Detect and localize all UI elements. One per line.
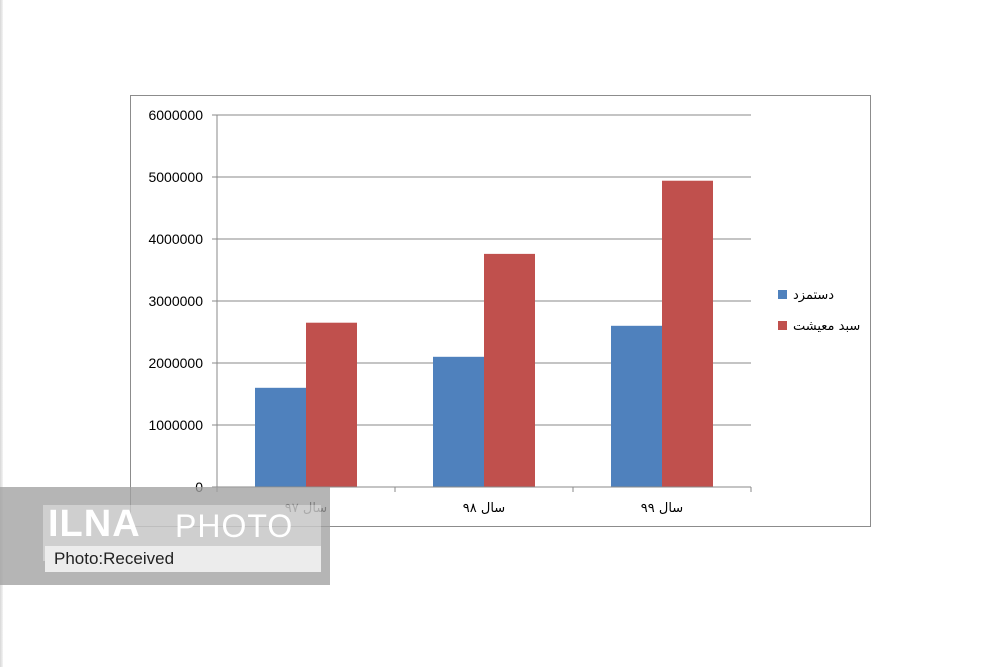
x-tick-label: سال ۹۹ (641, 501, 683, 516)
chart-frame: 0100000020000003000000400000050000006000… (130, 95, 871, 527)
legend-swatch (778, 290, 787, 299)
y-tick-label: 5000000 (148, 169, 203, 185)
y-tick-label: 4000000 (148, 231, 203, 247)
bar (611, 325, 662, 487)
x-tick-label: سال ۹۸ (463, 501, 505, 516)
legend: دستمزد سبد معیشت (778, 288, 860, 334)
watermark-logo-suffix: PHOTO (175, 508, 294, 544)
watermark-logo: ILNA (48, 503, 141, 545)
legend-label: دستمزد (793, 288, 834, 303)
y-tick-label: 6000000 (148, 107, 203, 123)
watermark-credit-bar (45, 546, 321, 572)
bar (433, 356, 484, 487)
bar (306, 322, 357, 487)
watermark-credit: Photo:Received (54, 549, 175, 568)
y-tick-label: 1000000 (148, 417, 203, 433)
page-edge (0, 0, 3, 667)
y-tick-label: 2000000 (148, 355, 203, 371)
bars (255, 180, 713, 487)
y-axis-ticks: 0100000020000003000000400000050000006000… (148, 107, 217, 495)
bar-chart: 0100000020000003000000400000050000006000… (148, 107, 860, 516)
legend-label: سبد معیشت (793, 319, 860, 334)
bar (484, 253, 535, 487)
bar (255, 387, 306, 487)
legend-swatch (778, 321, 787, 330)
bar (662, 180, 713, 487)
y-tick-label: 3000000 (148, 293, 203, 309)
